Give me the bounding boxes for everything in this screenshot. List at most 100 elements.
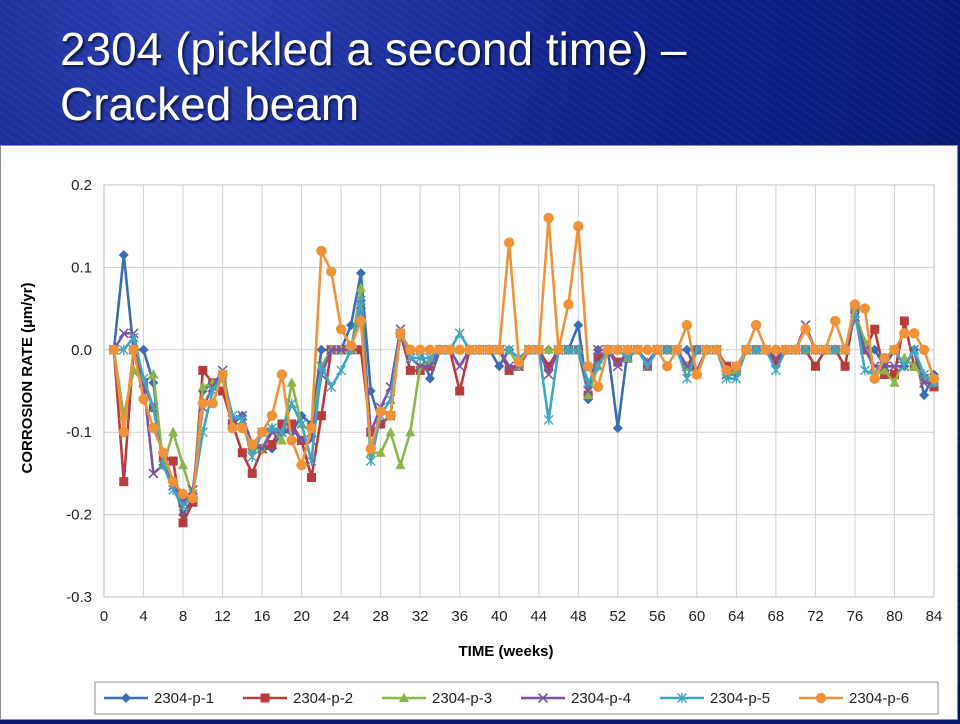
data-point bbox=[128, 344, 139, 355]
series-line-2304-p-1 bbox=[112, 253, 936, 516]
data-point bbox=[760, 344, 772, 355]
slide-title-line-2: Cracked beam bbox=[60, 78, 360, 130]
data-point bbox=[544, 361, 554, 371]
data-point bbox=[335, 324, 347, 335]
data-point bbox=[405, 426, 416, 437]
data-point bbox=[484, 344, 495, 355]
data-point bbox=[612, 423, 623, 434]
data-point bbox=[198, 365, 208, 375]
x-tick-label: 36 bbox=[451, 608, 468, 625]
series-2304-p-1 bbox=[108, 250, 939, 520]
data-point bbox=[454, 361, 465, 372]
legend-label: 2304-p-5 bbox=[710, 690, 770, 707]
data-point bbox=[415, 361, 426, 372]
x-tick-label: 76 bbox=[847, 608, 864, 625]
marker-stroke bbox=[504, 361, 515, 372]
series-2304-p-6 bbox=[108, 212, 940, 504]
data-point bbox=[148, 422, 159, 434]
data-point bbox=[405, 365, 415, 375]
marker-stroke bbox=[326, 344, 337, 355]
data-point bbox=[681, 373, 692, 384]
y-tick-label: 0.1 bbox=[71, 259, 92, 276]
marker-stroke bbox=[543, 369, 554, 380]
x-tick-label: 12 bbox=[214, 608, 231, 625]
data-point bbox=[454, 344, 465, 355]
data-point bbox=[504, 365, 514, 375]
data-point bbox=[543, 369, 554, 380]
data-point bbox=[612, 344, 624, 355]
data-point bbox=[385, 426, 396, 437]
x-tick-label: 48 bbox=[570, 608, 587, 625]
data-point bbox=[187, 492, 199, 504]
marker-stroke bbox=[336, 344, 347, 355]
data-point bbox=[889, 344, 900, 355]
legend-marker bbox=[260, 693, 270, 703]
data-point bbox=[425, 373, 436, 384]
data-point bbox=[316, 361, 327, 372]
data-point bbox=[167, 476, 179, 487]
data-point bbox=[810, 361, 820, 371]
data-point bbox=[582, 361, 594, 372]
data-point bbox=[118, 344, 129, 355]
data-point bbox=[750, 319, 762, 331]
data-point bbox=[879, 352, 890, 364]
data-point bbox=[771, 357, 781, 367]
data-point bbox=[602, 344, 614, 355]
data-point bbox=[909, 328, 920, 339]
data-point bbox=[711, 344, 722, 355]
data-point bbox=[810, 344, 821, 355]
data-point bbox=[573, 344, 584, 355]
legend-label: 2304-p-1 bbox=[154, 690, 214, 707]
data-point bbox=[504, 344, 515, 355]
x-tick-label: 0 bbox=[100, 608, 108, 625]
data-point bbox=[375, 447, 386, 457]
data-point bbox=[365, 443, 376, 454]
x-tick-label: 52 bbox=[609, 608, 626, 625]
marker-stroke bbox=[286, 423, 297, 434]
data-point bbox=[632, 344, 643, 355]
data-point bbox=[731, 361, 742, 372]
data-point bbox=[355, 315, 367, 327]
data-point bbox=[918, 344, 930, 355]
data-point bbox=[662, 361, 673, 372]
x-tick-label: 64 bbox=[728, 608, 745, 625]
data-point bbox=[504, 361, 515, 372]
data-point bbox=[434, 344, 446, 355]
series-line-2304-p-3 bbox=[112, 286, 935, 500]
data-point bbox=[830, 344, 841, 355]
data-point bbox=[583, 385, 594, 397]
data-point bbox=[197, 398, 209, 409]
y-tick-label: -0.2 bbox=[66, 507, 92, 524]
data-point bbox=[276, 427, 287, 438]
series-2304-p-5 bbox=[108, 295, 939, 512]
x-tick-label: 80 bbox=[886, 608, 903, 625]
legend-item-2304-p-2: 2304-p-2 bbox=[243, 690, 353, 707]
x-tick-label: 28 bbox=[372, 608, 389, 625]
marker-stroke bbox=[919, 377, 930, 388]
data-point bbox=[345, 340, 357, 351]
x-tick-label: 68 bbox=[768, 608, 785, 625]
legend-box bbox=[94, 681, 939, 715]
data-point bbox=[326, 381, 337, 392]
data-point bbox=[277, 419, 287, 429]
data-point bbox=[138, 344, 149, 355]
data-point bbox=[741, 344, 752, 355]
gridlines bbox=[103, 184, 935, 598]
data-point bbox=[128, 332, 139, 343]
data-point bbox=[178, 518, 188, 528]
data-point bbox=[385, 410, 396, 421]
legend-item-2304-p-6: 2304-p-6 bbox=[799, 690, 909, 707]
data-point bbox=[207, 398, 218, 409]
data-point bbox=[770, 344, 782, 355]
data-point bbox=[770, 365, 781, 376]
data-point bbox=[770, 352, 781, 364]
data-point bbox=[919, 390, 930, 401]
data-point bbox=[543, 414, 554, 425]
data-point bbox=[286, 377, 297, 387]
data-point bbox=[414, 344, 426, 355]
data-point bbox=[316, 245, 327, 257]
series-2304-p-3 bbox=[108, 282, 939, 503]
data-point bbox=[237, 448, 247, 458]
legend-marker bbox=[537, 692, 549, 704]
data-point bbox=[503, 237, 515, 248]
